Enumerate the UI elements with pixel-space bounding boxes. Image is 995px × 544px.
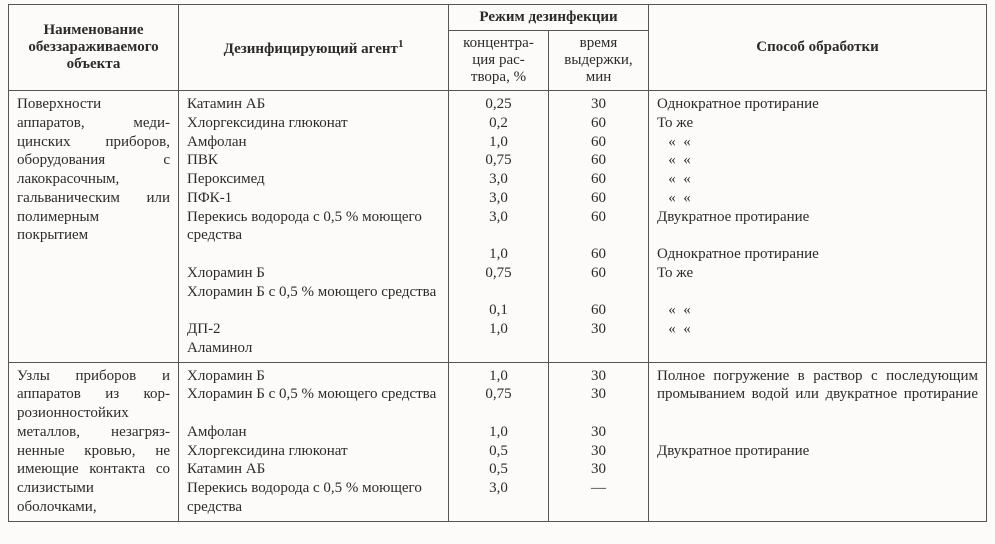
header-agent-text: Дезинфицирующий агент bbox=[224, 41, 398, 57]
time-item: 60 bbox=[557, 245, 640, 264]
cell-method-1: Однократное протирание То же « « « « « «… bbox=[649, 91, 987, 363]
agent-item: Перекись водорода с 0,5 % моющего средст… bbox=[187, 479, 440, 517]
method-item: « « bbox=[657, 151, 978, 170]
disinfection-table: Наименование обеззараживаемого объекта Д… bbox=[8, 4, 987, 522]
header-agent-sup: 1 bbox=[398, 38, 404, 50]
table-row: Узлы приборов и аппаратов из кор­розионн… bbox=[9, 362, 987, 521]
conc-item: 3,0 bbox=[457, 189, 540, 208]
conc-item: 3,0 bbox=[457, 208, 540, 227]
conc-item: 1,0 bbox=[457, 245, 540, 264]
conc-item: 0,2 bbox=[457, 114, 540, 133]
conc-item: 3,0 bbox=[457, 479, 540, 498]
agent-item: Хлоргексидина глюконат bbox=[187, 114, 440, 133]
time-item: 30 bbox=[557, 320, 640, 339]
conc-item: 1,0 bbox=[457, 320, 540, 339]
time-item: 30 bbox=[557, 460, 640, 479]
time-item: 60 bbox=[557, 170, 640, 189]
table-row: Поверхности аппаратов, меди­цинских приб… bbox=[9, 91, 987, 363]
time-item: 30 bbox=[557, 423, 640, 442]
method-block: Полное погружение в раствор с последующи… bbox=[657, 367, 978, 405]
time-item: — bbox=[557, 479, 640, 498]
agent-item: Хлорамин Б bbox=[187, 264, 440, 283]
header-object: Наименование обеззараживаемого объекта bbox=[9, 5, 179, 91]
method-item: Двукратное протирание bbox=[657, 442, 978, 461]
cell-conc-1: 0,25 0,2 1,0 0,75 3,0 3,0 3,0 1,0 0,75 0… bbox=[449, 91, 549, 363]
header-agent: Дезинфицирующий агент1 bbox=[179, 5, 449, 91]
conc-item: 1,0 bbox=[457, 367, 540, 386]
method-item: Двукратное протирание bbox=[657, 208, 978, 227]
method-item: « « bbox=[657, 189, 978, 208]
conc-item: 0,75 bbox=[457, 151, 540, 170]
table-body: Поверхности аппаратов, меди­цинских приб… bbox=[9, 91, 987, 522]
agent-item: Хлорамин Б с 0,5 % моющего средства bbox=[187, 283, 440, 302]
agent-item: Аламинол bbox=[187, 339, 440, 358]
agent-item: Хлорамин Б bbox=[187, 367, 440, 386]
time-item: 60 bbox=[557, 301, 640, 320]
agent-item: Катамин АБ bbox=[187, 460, 440, 479]
conc-item: 0,1 bbox=[457, 301, 540, 320]
method-item: « « bbox=[657, 133, 978, 152]
agent-item: ДП-2 bbox=[187, 320, 440, 339]
conc-item: 0,5 bbox=[457, 460, 540, 479]
method-item: « « bbox=[657, 301, 978, 320]
time-item: 60 bbox=[557, 208, 640, 227]
cell-object-1: Поверхности аппаратов, меди­цинских приб… bbox=[9, 91, 179, 363]
cell-method-2: Полное погружение в раствор с последующи… bbox=[649, 362, 987, 521]
method-item: То же bbox=[657, 114, 978, 133]
method-item: То же bbox=[657, 264, 978, 283]
conc-item: 1,0 bbox=[457, 423, 540, 442]
header-concentration: концентра- ция рас- твора, % bbox=[449, 31, 549, 91]
method-item: « « bbox=[657, 320, 978, 339]
header-time: время выдержки, мин bbox=[549, 31, 649, 91]
cell-conc-2: 1,0 0,75 1,0 0,5 0,5 3,0 bbox=[449, 362, 549, 521]
cell-agents-1: Катамин АБ Хлоргексидина глюконат Амфола… bbox=[179, 91, 449, 363]
agent-item: Хлорамин Б с 0,5 % моющего средства bbox=[187, 385, 440, 404]
agent-item: Перекись водорода с 0,5 % моющего средст… bbox=[187, 208, 440, 246]
agent-item: ПВК bbox=[187, 151, 440, 170]
method-item: Однократное протирание bbox=[657, 95, 978, 114]
conc-item: 3,0 bbox=[457, 170, 540, 189]
time-item: 60 bbox=[557, 114, 640, 133]
agent-item: Катамин АБ bbox=[187, 95, 440, 114]
agent-item: Хлоргексидина глюконат bbox=[187, 442, 440, 461]
agent-item: Амфолан bbox=[187, 423, 440, 442]
method-item: Однократное протирание bbox=[657, 245, 978, 264]
time-item: 60 bbox=[557, 264, 640, 283]
time-item: 60 bbox=[557, 133, 640, 152]
time-item: 60 bbox=[557, 151, 640, 170]
header-method: Способ обработки bbox=[649, 5, 987, 91]
conc-item: 0,25 bbox=[457, 95, 540, 114]
cell-object-2: Узлы приборов и аппаратов из кор­розионн… bbox=[9, 362, 179, 521]
time-item: 30 bbox=[557, 442, 640, 461]
conc-item: 0,75 bbox=[457, 264, 540, 283]
cell-time-2: 30 30 30 30 30 — bbox=[549, 362, 649, 521]
conc-item: 1,0 bbox=[457, 133, 540, 152]
time-item: 30 bbox=[557, 367, 640, 386]
agent-item: Пероксимед bbox=[187, 170, 440, 189]
agent-item: ПФК-1 bbox=[187, 189, 440, 208]
time-item: 30 bbox=[557, 385, 640, 404]
method-item: « « bbox=[657, 170, 978, 189]
time-item: 30 bbox=[557, 95, 640, 114]
conc-item: 0,5 bbox=[457, 442, 540, 461]
header-regime: Режим дезинфекции bbox=[449, 5, 649, 31]
cell-time-1: 30 60 60 60 60 60 60 60 60 60 30 bbox=[549, 91, 649, 363]
time-item: 60 bbox=[557, 189, 640, 208]
cell-agents-2: Хлорамин Б Хлорамин Б с 0,5 % моющего ср… bbox=[179, 362, 449, 521]
agent-item: Амфолан bbox=[187, 133, 440, 152]
conc-item: 0,75 bbox=[457, 385, 540, 404]
